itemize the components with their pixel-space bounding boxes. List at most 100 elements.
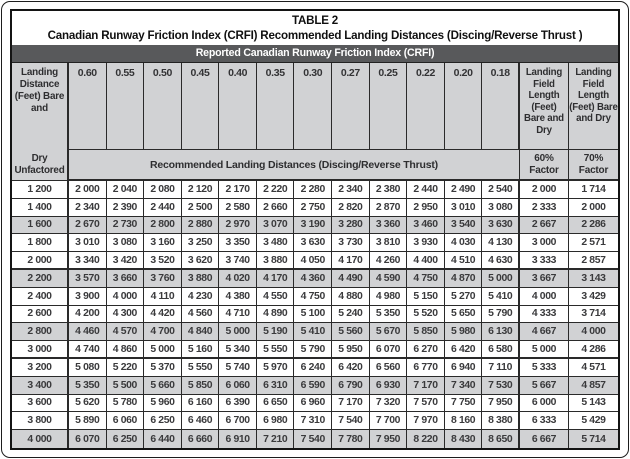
factor70-cell: 1 714: [568, 181, 618, 199]
landing-distance-cell: 5 960: [144, 394, 182, 413]
landing-distance-cell: 6 070: [369, 341, 408, 359]
landing-distance-cell: 2 340: [332, 181, 370, 199]
landing-distance-cell: 4 550: [256, 287, 295, 306]
landing-distance-cell: 8 220: [407, 430, 445, 448]
landing-distance-cell: 2 800: [144, 216, 182, 235]
landing-distance-cell: 5 670: [369, 323, 408, 342]
landing-distance-cell: 2 040: [106, 181, 145, 199]
landing-distance-cell: 3 340: [69, 252, 107, 270]
landing-distance-cell: 6 770: [407, 358, 445, 377]
factor70-cell: 3 143: [568, 269, 618, 288]
landing-distance-cell: 3 080: [106, 234, 145, 253]
crfi-banner: Reported Canadian Runway Friction Index …: [12, 45, 618, 63]
landing-distance-cell: 3 630: [482, 216, 520, 235]
factor70-cell: 3 429: [568, 288, 618, 306]
crfi-header-cell: 0.27: [332, 63, 370, 150]
landing-distance-cell: 3 080: [482, 198, 520, 217]
landing-distance-cell: 4 570: [106, 323, 145, 342]
landing-distance-cell: 3 010: [444, 198, 483, 217]
landing-distance-cell: 7 970: [407, 412, 445, 431]
landing-distance-cell: 8 160: [444, 412, 483, 431]
landing-distance-cell: 6 790: [332, 376, 370, 395]
landing-distance-cell: 3 070: [256, 216, 295, 235]
factor60-cell: 2 667: [519, 216, 569, 235]
landing-distance-cell: 5 410: [294, 323, 333, 342]
landing-distance-cell: 5 000: [219, 323, 257, 342]
factor70-cell: 4 571: [568, 359, 618, 377]
landing-distance-header-top: Landing Distance (Feet) Bare and: [14, 67, 65, 114]
landing-distance-cell: 3 760: [144, 269, 182, 288]
landing-distance-cell: 4 880: [332, 287, 370, 306]
landing-distance-cell: 4 110: [144, 287, 182, 306]
landing-distance-cell: 5 350: [369, 305, 408, 324]
landing-distance-cell: 2 730: [106, 216, 145, 235]
landing-distance-cell: 2 500: [181, 198, 220, 217]
factor70-subheader: 70% Factor: [568, 150, 618, 181]
factor60-cell: 3 667: [519, 269, 569, 288]
landing-distance-cell: 4 200: [69, 305, 107, 324]
landing-distance-cell: 4 050: [294, 252, 333, 270]
landing-distance-cell: 3 930: [407, 234, 445, 253]
landing-distance-cell: 7 170: [407, 376, 445, 395]
landing-distance-cell: 3 540: [444, 216, 483, 235]
landing-distance-cell: 2 220: [256, 181, 295, 199]
landing-distance-cell: 3 250: [181, 234, 220, 253]
landing-distance-cell: 4 890: [256, 305, 295, 324]
landing-distance-cell: 3 880: [181, 269, 220, 288]
crfi-header-cell: 0.35: [256, 63, 295, 150]
landing-distance-cell: 3 630: [294, 234, 333, 253]
landing-distance-cell: 4 710: [219, 305, 257, 324]
landing-distance-cell: 3 010: [69, 234, 107, 253]
factor60-cell: 6 667: [519, 430, 569, 448]
recommended-distances-header: Recommended Landing Distances (Discing/R…: [69, 150, 520, 181]
landing-distance-cell: 2 820: [332, 198, 370, 217]
landing-distance-cell: 4 740: [69, 341, 107, 359]
factor60-cell: 3 000: [519, 234, 569, 253]
crfi-header-cell: 0.30: [294, 63, 333, 150]
landing-distance-cell: 4 360: [294, 269, 333, 288]
landing-distance-cell: 6 960: [294, 394, 333, 413]
landing-distance-cell: 8 430: [444, 430, 483, 448]
landing-distance-cell: 5 790: [482, 305, 520, 324]
landing-distance-cell: 4 400: [407, 252, 445, 270]
landing-distance-cell: 6 460: [181, 412, 220, 431]
landing-distance-cell: 3 810: [369, 234, 408, 253]
landing-distance-cell: 4 490: [332, 269, 370, 288]
landing-distance-cell: 6 250: [106, 430, 145, 448]
landing-distance-cell: 5 970: [256, 358, 295, 377]
landing-distance-cell: 4 750: [294, 287, 333, 306]
factor60-cell: 2 333: [519, 198, 569, 217]
factor60-cell: 5 667: [519, 376, 569, 395]
landing-distance-cell: 3 420: [106, 252, 145, 270]
factor60-cell: 2 000: [519, 181, 569, 199]
crfi-header-cell: 0.60: [69, 63, 107, 150]
landing-distance-cell: 7 110: [482, 358, 520, 377]
landing-distance-cell: 7 570: [407, 394, 445, 413]
landing-distance-cell: 7 950: [369, 430, 408, 448]
landing-distance-cell: 4 030: [444, 234, 483, 253]
landing-distance-cell: 7 170: [332, 394, 370, 413]
crfi-landing-distance-table: Landing Distance (Feet) Bare and Dry Unf…: [12, 63, 618, 448]
landing-distance-cell: 2 080: [144, 181, 182, 199]
landing-distance-cell: 4 000: [106, 287, 145, 306]
factor60-cell: 5 333: [519, 358, 569, 377]
landing-distance-cell: 6 240: [294, 358, 333, 377]
landing-distance-cell: 4 230: [181, 287, 220, 306]
factor70-cell: 4 286: [568, 341, 618, 359]
landing-distance-cell: 6 130: [482, 323, 520, 342]
landing-distance-cell: 7 540: [294, 430, 333, 448]
factor60-cell: 6 000: [519, 394, 569, 413]
landing-distance-cell: 6 070: [69, 430, 107, 448]
factor70-cell: 4 000: [568, 323, 618, 342]
factor70-cell: 2 857: [568, 252, 618, 270]
landing-distance-cell: 6 270: [407, 341, 445, 359]
landing-distance-cell: 2 970: [219, 216, 257, 235]
landing-distance-cell: 3 740: [219, 252, 257, 270]
landing-distance-cell: 5 220: [106, 358, 145, 377]
landing-distance-cell: 4 700: [144, 323, 182, 342]
landing-distance-cell: 5 270: [444, 287, 483, 306]
factor70-column-header: Landing Field Length (Feet) Bare and Dry: [568, 63, 618, 150]
landing-distance-cell: 7 530: [482, 376, 520, 395]
landing-distance-cell: 3 660: [106, 269, 145, 288]
crfi-header-cell: 0.50: [144, 63, 182, 150]
